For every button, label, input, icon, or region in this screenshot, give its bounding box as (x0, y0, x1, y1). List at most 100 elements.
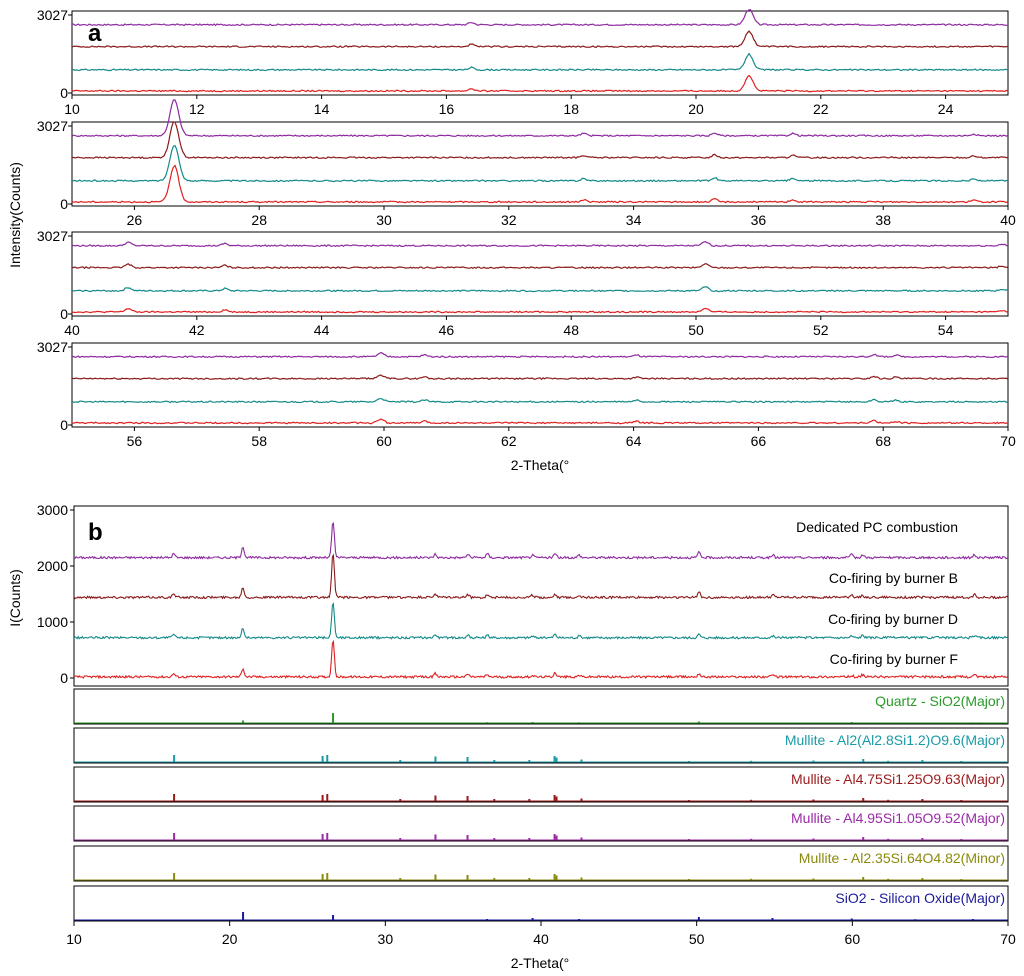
xrd-trace-2 (71, 30, 1009, 49)
xrd-trace-1 (71, 240, 1009, 248)
x-tick-label: 68 (875, 433, 891, 449)
panel-b-label: b (88, 519, 103, 546)
reference-frame (73, 688, 1009, 725)
series-label: Co-firing by burner B (829, 570, 958, 586)
series-label: Co-firing by burner D (828, 611, 958, 627)
y-tick-label: 0 (60, 670, 68, 686)
x-tick-label: 32 (501, 212, 517, 228)
panel-a-ylabel: Intensity(Counts) (7, 162, 23, 268)
x-tick-label: 44 (314, 322, 330, 338)
x-tick-label: 28 (251, 212, 267, 228)
xrd-trace-1 (71, 99, 1009, 138)
x-tick-label: 60 (376, 433, 392, 449)
panel-b-reference-patterns: Quartz - SiO2(Major) Mullite - Al2(Al2.8S… (73, 688, 1009, 922)
reference-label: Mullite - Al4.95Si1.05O9.52(Major) (791, 810, 1005, 826)
y-tick-label: 0 (60, 85, 68, 101)
y-tick-label: 3000 (37, 502, 68, 518)
xrd-trace-2 (71, 121, 1008, 160)
panel-a-xlabel: 2-Theta(° (511, 457, 570, 473)
x-tick-label: 12 (189, 101, 205, 117)
x-tick-label: 50 (689, 931, 705, 947)
reference-label: Mullite - Al4.75Si1.25O9.63(Major) (791, 771, 1005, 787)
x-tick-label: 22 (813, 101, 829, 117)
reference-label: Quartz - SiO2(Major) (875, 693, 1005, 709)
panel-b: 0 1000 2000 3000 Dedicated PC combustion Co-f… (7, 502, 1016, 971)
x-tick-label: 24 (938, 101, 954, 117)
xrd-trace-4 (71, 307, 1009, 314)
panel-b-main-plot: 0 1000 2000 3000 Dedicated PC combustion Co-f… (37, 502, 1009, 687)
panel-a-subplot-2: 0 3027 26 28 30 32 34 36 38 40 (37, 99, 1016, 228)
x-tick-label: 38 (875, 212, 891, 228)
x-tick-label: 50 (688, 322, 704, 338)
series-label: Dedicated PC combustion (796, 519, 958, 535)
reference-frame (73, 805, 1009, 842)
x-tick-label: 48 (563, 322, 579, 338)
panel-b-ylabel: I(Counts) (7, 569, 23, 627)
xrd-trace-2 (71, 374, 1009, 381)
panel-b-x-axis: 10 20 30 40 50 60 70 (66, 921, 1016, 947)
y-tick-label: 0 (60, 417, 68, 433)
x-tick-label: 54 (938, 322, 954, 338)
pattern-trace-2 (73, 553, 1009, 600)
y-tick-label: 3027 (37, 118, 68, 134)
reference-frame (73, 845, 1009, 882)
pattern-trace-4 (73, 639, 1009, 680)
pattern-trace-1 (73, 521, 1009, 560)
y-tick-label: 0 (60, 306, 68, 322)
x-tick-label: 70 (1000, 433, 1016, 449)
x-tick-label: 10 (64, 101, 80, 117)
x-tick-label: 10 (66, 931, 82, 947)
panel-a-subplot-1: 0 3027 10 12 14 16 18 20 22 24 (37, 7, 1009, 117)
x-tick-label: 20 (688, 101, 704, 117)
x-tick-label: 36 (751, 212, 767, 228)
x-tick-label: 14 (314, 101, 330, 117)
xrd-trace-3 (71, 52, 1009, 72)
x-tick-label: 62 (501, 433, 517, 449)
panel-b-xlabel: 2-Theta(° (511, 955, 570, 971)
reference-label: Mullite - Al2.35Si.64O4.82(Minor) (799, 850, 1005, 866)
subplot-frame (71, 121, 1009, 207)
xrd-trace-3 (71, 144, 1009, 183)
panel-a-subplot-3: 0 3027 40 42 44 46 48 50 52 54 (37, 228, 1009, 338)
x-tick-label: 42 (189, 322, 205, 338)
x-tick-label: 30 (376, 212, 392, 228)
y-tick-label: 3027 (37, 228, 68, 244)
x-tick-label: 40 (533, 931, 549, 947)
x-tick-label: 64 (626, 433, 642, 449)
xrd-trace-3 (71, 286, 1009, 293)
x-tick-label: 40 (64, 322, 80, 338)
x-tick-label: 46 (439, 322, 455, 338)
x-tick-label: 58 (251, 433, 267, 449)
x-tick-label: 20 (222, 931, 238, 947)
x-tick-label: 60 (845, 931, 861, 947)
y-tick-label: 2000 (37, 558, 68, 574)
subplot-frame (71, 10, 1009, 96)
x-tick-label: 18 (563, 101, 579, 117)
x-tick-label: 30 (378, 931, 394, 947)
reference-label: SiO2 - Silicon Oxide(Major) (835, 890, 1005, 906)
reference-label: Mullite - Al2(Al2.8Si1.2)O9.6(Major) (785, 732, 1005, 748)
xrd-trace-3 (71, 398, 1009, 404)
reference-frame (73, 727, 1009, 764)
x-tick-label: 66 (751, 433, 767, 449)
series-label: Co-firing by burner F (830, 651, 958, 667)
x-tick-label: 16 (439, 101, 455, 117)
y-tick-label: 1000 (37, 614, 68, 630)
y-tick-label: 3027 (37, 339, 68, 355)
xrd-trace-4 (71, 74, 1009, 93)
xrd-trace-1 (71, 9, 1008, 27)
xrd-trace-4 (71, 418, 1009, 425)
x-tick-label: 70 (1000, 931, 1016, 947)
xrd-trace-2 (71, 262, 1009, 270)
x-tick-label: 26 (127, 212, 143, 228)
panel-a-subplot-4: 0 3027 56 58 60 62 64 66 68 70 (37, 339, 1016, 449)
y-tick-label: 0 (60, 196, 68, 212)
xrd-trace-1 (71, 351, 1009, 359)
x-tick-label: 34 (626, 212, 642, 228)
subplot-frame (71, 342, 1009, 428)
x-tick-label: 40 (1000, 212, 1016, 228)
main-plot-frame (73, 505, 1009, 687)
